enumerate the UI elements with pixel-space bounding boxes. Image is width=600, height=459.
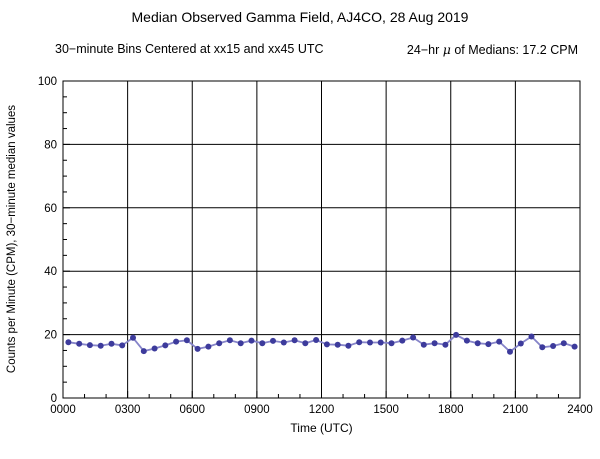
x-tick-label: 1500 <box>373 404 399 416</box>
data-point <box>205 343 212 350</box>
data-point <box>140 348 147 355</box>
page-title: Median Observed Gamma Field, AJ4CO, 28 A… <box>131 9 469 25</box>
data-point <box>216 340 223 347</box>
y-tick-label: 0 <box>51 393 57 405</box>
data-point <box>571 343 578 350</box>
data-point <box>302 340 309 347</box>
data-point <box>259 340 266 347</box>
data-point <box>248 337 255 344</box>
data-point <box>528 333 535 340</box>
data-point <box>507 348 513 355</box>
subtitle-bins: 30−minute Bins Centered at xx15 and xx45… <box>55 42 324 56</box>
x-tick-label: 1200 <box>309 404 335 416</box>
data-point <box>560 340 567 347</box>
data-point <box>550 343 557 349</box>
data-point <box>237 340 244 347</box>
x-tick-label: 0000 <box>50 404 76 416</box>
subtitle-mean-suffix: of Medians: 17.2 CPM <box>450 43 578 57</box>
data-point <box>183 337 190 344</box>
data-point <box>97 342 104 349</box>
data-point <box>431 340 438 347</box>
subtitle-mean: 24−hr μ of Medians: 17.2 CPM <box>407 42 578 57</box>
mu-symbol: μ <box>442 42 451 57</box>
data-point <box>485 341 492 348</box>
x-tick-label: 0900 <box>244 404 270 416</box>
y-tick-label: 100 <box>38 76 57 88</box>
x-tick-label: 2400 <box>567 404 593 416</box>
data-point <box>334 341 341 348</box>
data-point <box>367 339 373 346</box>
data-point <box>539 344 546 351</box>
x-tick-label: 1800 <box>438 404 464 416</box>
data-point <box>226 337 233 344</box>
subtitle-mean-prefix: 24−hr <box>406 43 443 57</box>
data-point <box>76 340 83 347</box>
y-tick-label: 60 <box>44 203 57 215</box>
data-point <box>496 338 503 345</box>
y-tick-label: 40 <box>44 266 57 278</box>
y-tick-label: 20 <box>44 330 57 342</box>
x-tick-label: 2100 <box>503 404 529 416</box>
data-point <box>194 345 201 352</box>
data-point <box>442 341 449 348</box>
data-point <box>313 337 320 343</box>
data-point <box>130 334 136 341</box>
data-point <box>280 339 287 346</box>
data-point <box>377 339 384 346</box>
data-point <box>173 338 180 345</box>
data-point <box>119 342 126 349</box>
data-point <box>345 342 352 349</box>
y-tick-label: 80 <box>44 139 57 151</box>
data-point <box>463 337 470 344</box>
data-point <box>162 342 169 349</box>
data-point <box>517 340 524 347</box>
data-point <box>86 342 93 349</box>
subtitle-row: 30−minute Bins Centered at xx15 and xx45… <box>55 42 578 57</box>
data-point <box>270 337 276 344</box>
data-point <box>65 339 72 346</box>
data-point <box>388 340 395 347</box>
data-point <box>108 340 115 347</box>
data-point <box>420 341 427 348</box>
data-point <box>151 345 158 352</box>
data-point <box>453 331 460 338</box>
data-point <box>410 334 417 341</box>
data-point <box>474 340 481 347</box>
x-axis-title: Time (UTC) <box>290 421 353 435</box>
data-point <box>291 337 298 344</box>
data-point <box>356 339 363 346</box>
y-axis-title: Counts per Minute (CPM), 30−minute media… <box>6 104 18 374</box>
data-point <box>399 337 406 344</box>
data-point <box>323 341 330 348</box>
x-tick-label: 0600 <box>179 404 205 416</box>
x-tick-label: 0300 <box>115 404 141 416</box>
